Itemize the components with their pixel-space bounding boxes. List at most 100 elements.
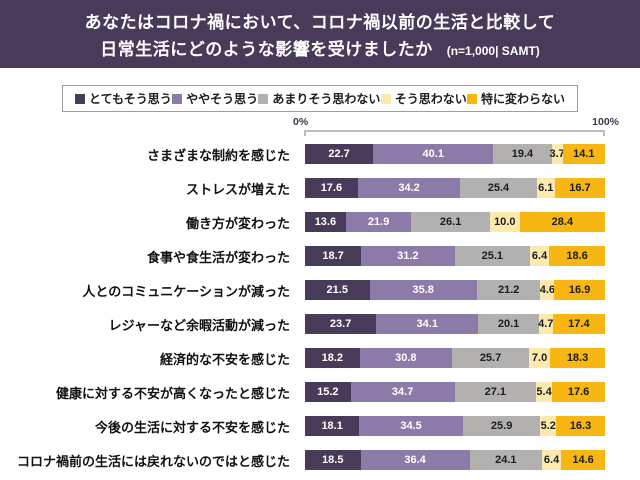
segment-value: 18.3 [566, 351, 589, 364]
bar-segment: 6.4 [529, 246, 550, 266]
legend-item: そう思わない [380, 90, 467, 107]
chart-title-line1: あなたはコロナ禍において、コロナ禍以前の生活と比較して [84, 13, 556, 32]
row-label: コロナ禍前の生活には戻れないのではと感じた [16, 453, 290, 469]
bar-segment: 16.3 [556, 416, 605, 436]
bar-segment: 16.9 [554, 280, 605, 300]
bar-row: コロナ禍前の生活には戻れないのではと感じた 18.5 36.4 24.1 6.4 14.6 [0, 450, 640, 470]
segment-value: 6.1 [538, 181, 554, 194]
stacked-bar: 18.1 34.5 25.9 5.2 16.3 [305, 416, 605, 436]
row-label: 働き方が変わった [185, 215, 290, 231]
bar-segment: 4.7 [538, 314, 554, 334]
bar-segment: 26.1 [411, 212, 490, 232]
legend-label: 特に変わらない [480, 92, 565, 106]
bar-row: 働き方が変わった 13.6 21.9 26.1 10.0 28.4 [0, 212, 640, 232]
bar-row: 経済的な不安を感じた 18.2 30.8 25.7 7.0 18.3 [0, 348, 640, 368]
segment-value: 18.7 [322, 249, 344, 262]
bar-segment: 36.4 [360, 450, 470, 470]
bar-row: 食事や食生活が変わった 18.7 31.2 25.1 6.4 18.6 [0, 246, 640, 266]
bar-segment: 14.1 [562, 144, 605, 164]
legend-swatch [258, 93, 269, 104]
segment-value: 19.4 [511, 147, 534, 160]
bar-segment: 5.2 [540, 416, 557, 436]
legend-label: とてもそう思う [89, 92, 172, 106]
bar-segment: 18.6 [549, 246, 605, 266]
legend-swatch [75, 93, 85, 104]
bar-segment: 6.1 [536, 178, 555, 198]
segment-value: 18.1 [321, 419, 343, 432]
segment-value: 25.1 [481, 249, 504, 262]
bar-segment: 21.5 [305, 280, 370, 300]
bar-segment: 19.4 [493, 144, 552, 164]
bar-segment: 25.7 [451, 348, 530, 368]
legend-item: 特に変わらない [466, 90, 565, 107]
segment-value: 34.2 [398, 181, 420, 194]
bar-segment: 16.7 [554, 178, 605, 198]
axis-row: 0% 100% [293, 116, 619, 129]
row-label: さまざまな制約を感じた [146, 147, 290, 163]
segment-value: 16.3 [569, 419, 592, 432]
segment-value: 4.7 [538, 317, 554, 330]
segment-value: 40.1 [422, 147, 444, 160]
segment-value: 27.1 [484, 385, 507, 398]
segment-value: 34.5 [400, 419, 422, 432]
bar-segment: 25.4 [460, 178, 537, 198]
bar-segment: 10.0 [489, 212, 520, 232]
bar-segment: 3.7 [549, 144, 565, 164]
segment-value: 4.6 [539, 283, 556, 296]
bar-segment: 5.4 [535, 382, 553, 402]
segment-value: 26.1 [439, 215, 462, 228]
bar-row: 今後の生活に対する不安を感じた 18.1 34.5 25.9 5.2 16.3 [0, 416, 640, 436]
segment-value: 20.1 [497, 317, 520, 330]
row-label: 食事や食生活が変わった [146, 249, 290, 265]
bar-segment: 17.6 [552, 382, 605, 402]
segment-value: 25.7 [479, 351, 502, 364]
bar-segment: 34.5 [359, 416, 463, 436]
stacked-bar: 22.7 40.1 19.4 3.7 14.1 [305, 144, 605, 164]
bar-segment: 30.8 [359, 348, 452, 368]
bar-segment: 22.7 [305, 144, 374, 164]
legend: とてもそう思う ややそう思う あまりそう思わない そう思わない 特に変わらない [62, 85, 578, 112]
segment-value: 28.4 [551, 215, 574, 228]
bar-segment: 31.2 [361, 246, 455, 266]
segment-value: 6.4 [543, 453, 560, 466]
segment-value: 10.0 [494, 215, 516, 228]
bar-segment: 13.6 [305, 212, 346, 232]
row-label: 人とのコミュニケーションが減った [82, 283, 290, 299]
segment-value: 16.7 [569, 181, 591, 194]
stacked-bar: 15.2 34.7 27.1 5.4 17.6 [305, 382, 605, 402]
segment-value: 22.7 [328, 147, 350, 160]
segment-value: 36.4 [404, 453, 426, 466]
segment-value: 35.8 [412, 283, 434, 296]
legend-label: そう思わない [394, 92, 467, 106]
segment-value: 17.6 [567, 385, 590, 398]
bar-rows: さまざまな制約を感じた 22.7 40.1 19.4 3.7 14.1 ストレスが増えた 17… [0, 144, 640, 470]
axis-bracket [304, 130, 605, 136]
bar-row: さまざまな制約を感じた 22.7 40.1 19.4 3.7 14.1 [0, 144, 640, 164]
legend-label: ややそう思う [186, 92, 259, 106]
bar-row: 健康に対する不安が高くなったと感じた 15.2 34.7 27.1 5.4 17.6 [0, 382, 640, 402]
row-label: 健康に対する不安が高くなったと感じた [55, 385, 290, 401]
bar-row: ストレスが増えた 17.6 34.2 25.4 6.1 16.7 [0, 178, 640, 198]
segment-value: 5.2 [540, 419, 556, 432]
segment-value: 18.6 [566, 249, 588, 262]
bar-segment: 21.2 [476, 280, 541, 300]
bar-segment: 18.7 [305, 246, 362, 266]
legend-swatch [172, 93, 183, 104]
segment-value: 23.7 [329, 317, 352, 330]
segment-value: 18.2 [321, 351, 343, 364]
axis-max-label: 100% [592, 116, 619, 128]
bar-segment: 25.9 [462, 416, 541, 436]
segment-value: 5.4 [536, 385, 552, 398]
segment-value: 14.6 [572, 453, 594, 466]
chart-title-line2-text: 日常生活にどのような影響を受けましたか [100, 40, 433, 59]
segment-value: 17.6 [320, 181, 343, 194]
stacked-bar: 17.6 34.2 25.4 6.1 16.7 [305, 178, 605, 198]
stacked-bar: 18.2 30.8 25.7 7.0 18.3 [305, 348, 605, 368]
segment-value: 21.9 [367, 215, 390, 228]
bar-segment: 4.6 [539, 280, 556, 300]
bar-segment: 34.2 [357, 178, 461, 198]
segment-value: 25.9 [490, 419, 513, 432]
bar-segment: 7.0 [529, 348, 551, 368]
bar-segment: 21.9 [345, 212, 412, 232]
row-label: ストレスが増えた [185, 181, 290, 197]
